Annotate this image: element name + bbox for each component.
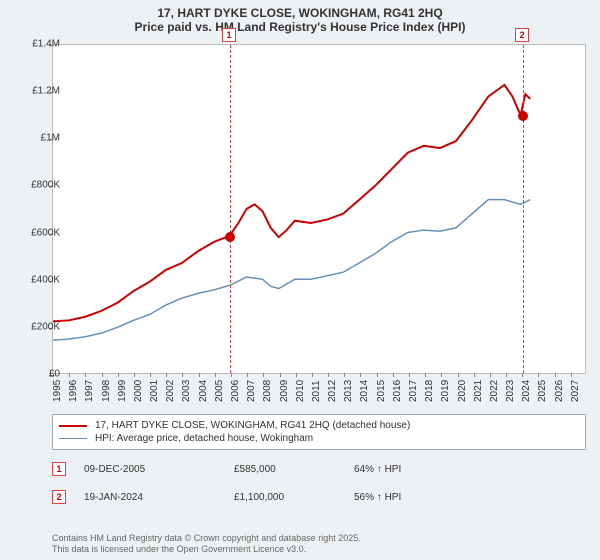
x-tick-label: 2011: [311, 380, 322, 402]
sale-row: 2 19-JAN-2024 £1,100,000 56% ↑ HPI: [52, 490, 586, 504]
y-tick-label: £600K: [31, 227, 60, 238]
x-tick-label: 2023: [505, 380, 516, 402]
x-tick-label: 1999: [117, 380, 128, 402]
y-tick-label: £0: [49, 369, 60, 380]
marker-vline: [523, 45, 524, 373]
marker-box: 2: [515, 28, 529, 42]
sale-date: 19-JAN-2024: [84, 492, 234, 503]
marker-dot: [518, 111, 528, 121]
sale-price: £585,000: [234, 464, 354, 475]
legend-label: 17, HART DYKE CLOSE, WOKINGHAM, RG41 2HQ…: [95, 420, 410, 431]
marker-box: 1: [222, 28, 236, 42]
sale-marker-icon: 2: [52, 490, 66, 504]
x-tick-label: 1997: [84, 380, 95, 402]
marker-dot: [225, 232, 235, 242]
footnote: Contains HM Land Registry data © Crown c…: [52, 533, 361, 556]
y-tick-label: £800K: [31, 180, 60, 191]
x-tick-label: 2010: [295, 380, 306, 402]
sale-marker-icon: 1: [52, 462, 66, 476]
x-tick-label: 2003: [181, 380, 192, 402]
x-tick-label: 1995: [52, 380, 63, 402]
x-tick-label: 2022: [489, 380, 500, 402]
legend-item: 17, HART DYKE CLOSE, WOKINGHAM, RG41 2HQ…: [59, 419, 579, 432]
sale-price: £1,100,000: [234, 492, 354, 503]
chart-svg: [53, 45, 585, 373]
x-tick-label: 2008: [262, 380, 273, 402]
plot-area: [52, 44, 586, 374]
marker-vline: [230, 45, 231, 373]
x-tick-label: 2018: [424, 380, 435, 402]
legend-label: HPI: Average price, detached house, Woki…: [95, 433, 313, 444]
y-tick-label: £200K: [31, 321, 60, 332]
x-tick-label: 1998: [101, 380, 112, 402]
x-tick-label: 2004: [198, 380, 209, 402]
x-tick-label: 2009: [279, 380, 290, 402]
sale-hpi-delta: 64% ↑ HPI: [354, 464, 474, 475]
x-tick-label: 2017: [408, 380, 419, 402]
x-tick-label: 2027: [570, 380, 581, 402]
x-tick-label: 2005: [214, 380, 225, 402]
x-tick-label: 1996: [68, 380, 79, 402]
x-tick-label: 2016: [392, 380, 403, 402]
title-address: 17, HART DYKE CLOSE, WOKINGHAM, RG41 2HQ: [0, 6, 600, 20]
x-tick-label: 2014: [359, 380, 370, 402]
sale-date: 09-DEC-2005: [84, 464, 234, 475]
legend-swatch: [59, 425, 87, 427]
x-tick-label: 2015: [376, 380, 387, 402]
y-tick-label: £1.4M: [32, 39, 60, 50]
chart-title: 17, HART DYKE CLOSE, WOKINGHAM, RG41 2HQ…: [0, 0, 600, 36]
y-tick-label: £400K: [31, 274, 60, 285]
series-price_paid: [53, 85, 530, 322]
x-tick-label: 2012: [327, 380, 338, 402]
x-tick-label: 2007: [246, 380, 257, 402]
x-tick-label: 2013: [343, 380, 354, 402]
footnote-line: Contains HM Land Registry data © Crown c…: [52, 533, 361, 545]
x-tick-label: 2000: [133, 380, 144, 402]
x-tick-label: 2020: [457, 380, 468, 402]
legend: 17, HART DYKE CLOSE, WOKINGHAM, RG41 2HQ…: [52, 414, 586, 450]
x-tick-label: 2021: [473, 380, 484, 402]
y-tick-label: £1M: [41, 133, 60, 144]
chart-container: 17, HART DYKE CLOSE, WOKINGHAM, RG41 2HQ…: [0, 0, 600, 560]
x-tick-label: 2006: [230, 380, 241, 402]
x-tick-label: 2026: [554, 380, 565, 402]
x-tick-label: 2019: [440, 380, 451, 402]
sale-row: 1 09-DEC-2005 £585,000 64% ↑ HPI: [52, 462, 586, 476]
y-tick-label: £1.2M: [32, 86, 60, 97]
x-tick-label: 2002: [165, 380, 176, 402]
title-subtitle: Price paid vs. HM Land Registry's House …: [0, 20, 600, 34]
x-tick-label: 2024: [521, 380, 532, 402]
sale-hpi-delta: 56% ↑ HPI: [354, 492, 474, 503]
legend-item: HPI: Average price, detached house, Woki…: [59, 432, 579, 445]
x-tick-label: 2001: [149, 380, 160, 402]
footnote-line: This data is licensed under the Open Gov…: [52, 544, 361, 556]
x-tick-label: 2025: [537, 380, 548, 402]
series-hpi: [53, 200, 530, 341]
legend-swatch: [59, 438, 87, 440]
